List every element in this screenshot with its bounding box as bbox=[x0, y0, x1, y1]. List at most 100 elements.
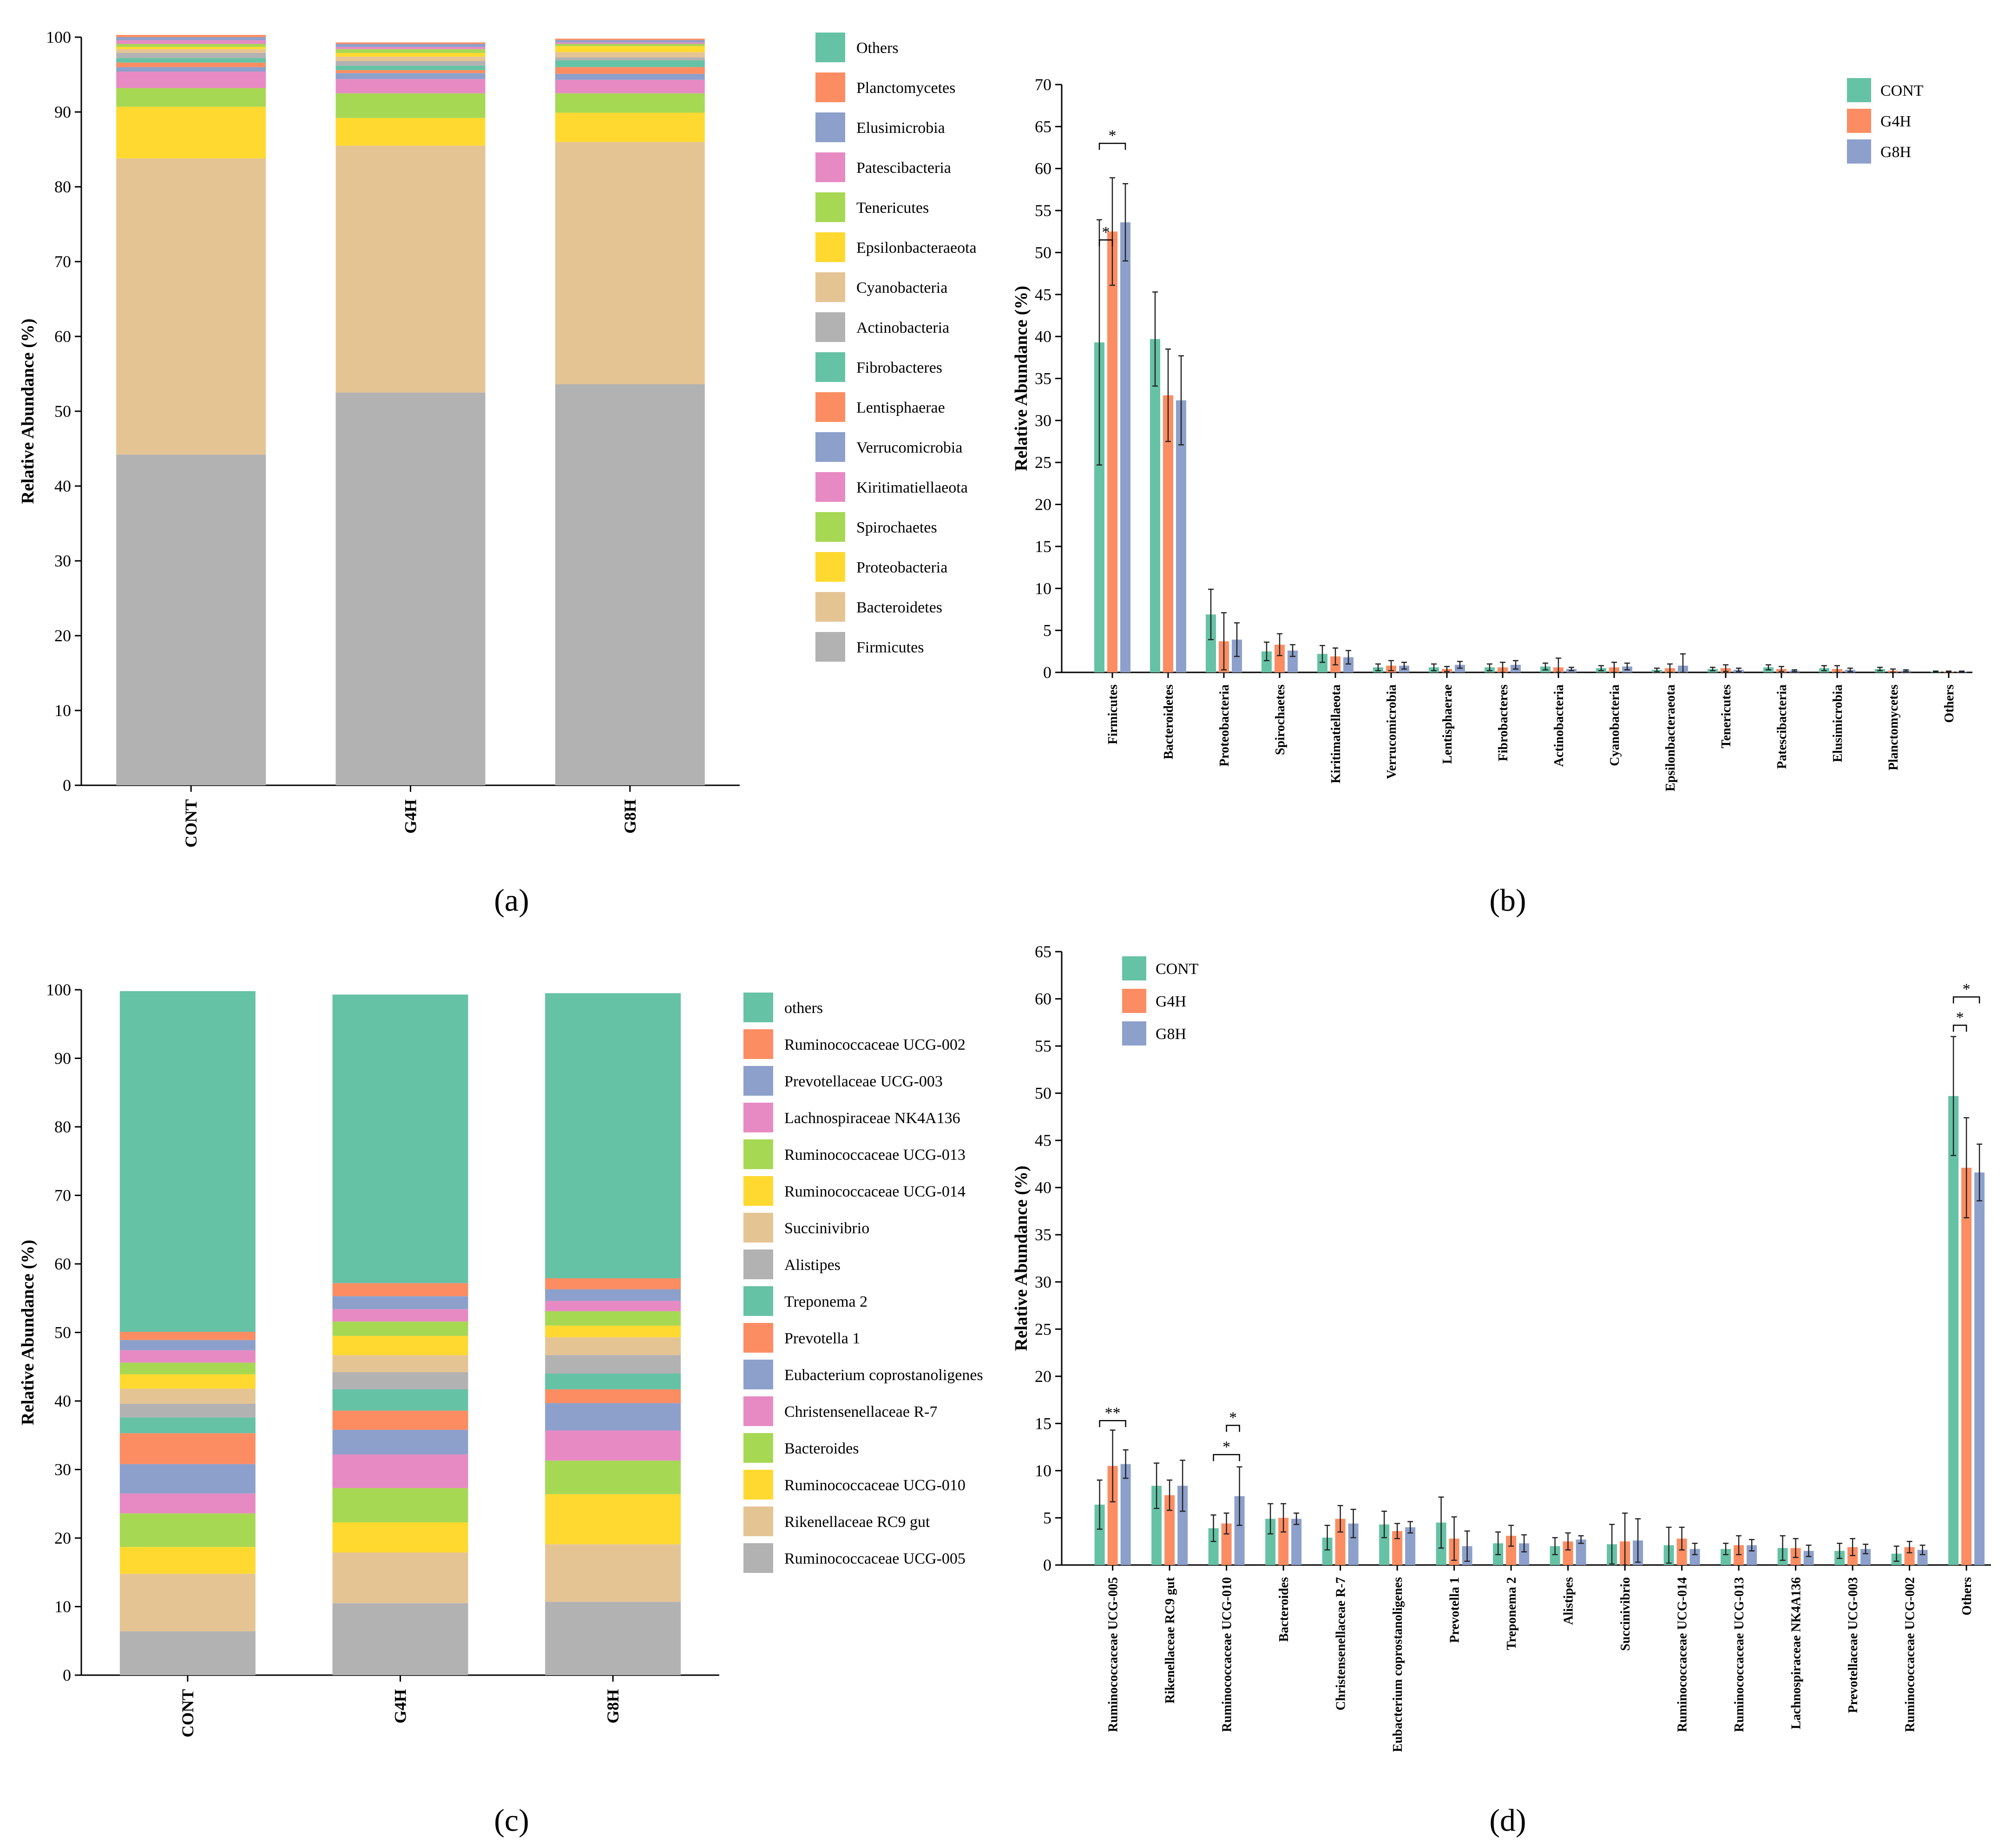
significance-bracket bbox=[1952, 996, 1980, 1004]
bar-segment-bacteroidetes-g8h bbox=[555, 142, 705, 385]
bar-segment-others-g8h bbox=[545, 993, 681, 1278]
legend-swatch-ruminococcaceae-ucg-002 bbox=[743, 1029, 773, 1059]
bar-segment-elusimicrobia-cont bbox=[116, 37, 266, 40]
y-tick-label: 70 bbox=[1035, 75, 1051, 94]
x-tick-label: CONT bbox=[182, 799, 200, 848]
y-tick-label: 90 bbox=[54, 103, 71, 121]
bar-segment-lentisphaerae-g8h bbox=[555, 67, 705, 74]
bar-segment-ruminococcaceae-ucg-005-g4h bbox=[332, 1603, 468, 1675]
bar-segment-epsilonbacteraeota-g4h bbox=[335, 53, 486, 57]
significance-bracket bbox=[1098, 143, 1126, 150]
legend-label-rikenellaceae-rc9-gut: Rikenellaceae RC9 gut bbox=[784, 1513, 930, 1531]
bar-cont-ruminococcaceae-ucg-013 bbox=[1721, 1549, 1731, 1565]
significance-bracket bbox=[1099, 1420, 1126, 1427]
bar-g8h-others bbox=[1974, 1172, 1985, 1565]
bar-g8h-christensenellaceae-r-7 bbox=[1348, 1523, 1359, 1565]
legend-swatch-patescibacteria bbox=[815, 152, 845, 182]
x-tick-label: Lentisphaerae bbox=[1440, 684, 1455, 764]
y-tick-label: 30 bbox=[1035, 1273, 1051, 1291]
legend-label-cyanobacteria: Cyanobacteria bbox=[856, 279, 947, 296]
significance-marker: * bbox=[1963, 980, 1971, 998]
legend-swatch-others bbox=[743, 993, 773, 1022]
bar-g8h-bacteroides bbox=[1291, 1519, 1302, 1565]
bar-g8h-firmicutes bbox=[1120, 222, 1130, 672]
legend-label-proteobacteria: Proteobacteria bbox=[856, 559, 947, 576]
y-tick-label: 40 bbox=[1035, 1178, 1051, 1197]
legend-swatch-tenericutes bbox=[815, 192, 845, 222]
bar-segment-ruminococcaceae-ucg-014-cont bbox=[119, 1374, 256, 1389]
significance-marker: * bbox=[1229, 1409, 1237, 1426]
bar-g4h-ruminococcaceae-ucg-005 bbox=[1107, 1466, 1118, 1565]
bar-segment-ruminococcaceae-ucg-010-g8h bbox=[545, 1494, 681, 1545]
legend-swatch-g4h bbox=[1122, 989, 1146, 1013]
legend-swatch-planctomycetes bbox=[815, 72, 845, 102]
bar-segment-planctomycetes-g4h bbox=[335, 42, 486, 44]
bar-segment-patescibacteria-cont bbox=[116, 40, 266, 44]
legend-label-actinobacteria: Actinobacteria bbox=[856, 319, 949, 336]
legend-swatch-ruminococcaceae-ucg-005 bbox=[743, 1543, 773, 1573]
y-tick-label: 15 bbox=[1035, 1414, 1051, 1433]
bar-segment-actinobacteria-g8h bbox=[555, 57, 705, 60]
bar-cont-others bbox=[1948, 1096, 1959, 1565]
y-tick-label: 25 bbox=[1035, 453, 1051, 472]
bar-segment-spirochaetes-g4h bbox=[335, 93, 486, 118]
y-tick-label: 65 bbox=[1035, 942, 1051, 961]
bar-cont-proteobacteria bbox=[1206, 614, 1216, 672]
legend-swatch-lentisphaerae bbox=[815, 392, 845, 422]
bar-g8h-kiritimatiellaeota bbox=[1343, 657, 1354, 672]
bar-segment-fibrobacteres-g4h bbox=[335, 66, 486, 70]
x-tick-label: CONT bbox=[178, 1689, 197, 1737]
bar-segment-ruminococcaceae-ucg-002-g8h bbox=[545, 1278, 681, 1289]
bar-g4h-ruminococcaceae-ucg-014 bbox=[1676, 1539, 1687, 1565]
y-tick-label: 90 bbox=[54, 1049, 71, 1068]
legend-label-alistipes: Alistipes bbox=[784, 1256, 841, 1274]
bar-segment-firmicutes-g8h bbox=[555, 384, 705, 785]
legend-swatch-fibrobacteres bbox=[815, 352, 845, 382]
bar-segment-christensenellaceae-r-7-g4h bbox=[332, 1454, 468, 1488]
bar-cont-ruminococcaceae-ucg-010 bbox=[1208, 1528, 1219, 1565]
legend-label-tenericutes: Tenericutes bbox=[856, 199, 929, 217]
bar-cont-spirochaetes bbox=[1262, 651, 1272, 672]
legend-swatch-eubacterium-coprostanoligenes bbox=[743, 1360, 773, 1389]
bar-g8h-ruminococcaceae-ucg-005 bbox=[1120, 1464, 1131, 1565]
legend-label-treponema-2: Treponema 2 bbox=[784, 1293, 867, 1310]
legend-label-ruminococcaceae-ucg-010: Ruminococcaceae UCG-010 bbox=[784, 1477, 966, 1494]
legend-swatch-ruminococcaceae-ucg-010 bbox=[743, 1470, 773, 1499]
y-tick-label: 30 bbox=[54, 552, 71, 570]
x-tick-label: Kiritimatiellaeota bbox=[1329, 684, 1343, 783]
bar-segment-succinivibrio-g8h bbox=[545, 1337, 681, 1355]
bar-cont-rikenellaceae-rc9-gut bbox=[1151, 1486, 1162, 1565]
bar-segment-elusimicrobia-g8h bbox=[555, 40, 705, 43]
legend-label-bacteroidetes: Bacteroidetes bbox=[856, 599, 942, 616]
bar-segment-spirochaetes-g8h bbox=[555, 93, 705, 113]
y-tick-label: 50 bbox=[54, 1323, 71, 1342]
legend-label-kiritimatiellaeota: Kiritimatiellaeota bbox=[856, 479, 968, 496]
legend-label-g8h: G8H bbox=[1156, 1026, 1186, 1043]
bar-segment-prevotellaceae-ucg-003-g4h bbox=[332, 1296, 468, 1309]
legend-label-firmicutes: Firmicutes bbox=[856, 639, 924, 656]
bar-segment-christensenellaceae-r-7-cont bbox=[119, 1493, 256, 1513]
legend-label-epsilonbacteraeota: Epsilonbacteraeota bbox=[856, 239, 977, 256]
legend-label-fibrobacteres: Fibrobacteres bbox=[856, 359, 942, 376]
x-tick-label: Eubacterium coprostanoligenes bbox=[1391, 1577, 1405, 1752]
legend-swatch-elusimicrobia bbox=[815, 112, 845, 142]
y-tick-label: 10 bbox=[54, 701, 71, 720]
bar-segment-ruminococcaceae-ucg-013-g4h bbox=[332, 1321, 468, 1336]
significance-bracket bbox=[1952, 1025, 1967, 1032]
x-tick-label: Patescibacteria bbox=[1775, 684, 1789, 769]
legend-swatch-bacteroidetes bbox=[815, 592, 845, 622]
x-tick-label: Rikenellaceae RC9 gut bbox=[1163, 1577, 1177, 1703]
bar-segment-ruminococcaceae-ucg-013-cont bbox=[119, 1362, 256, 1374]
bar-cont-christensenellaceae-r-7 bbox=[1322, 1538, 1333, 1565]
bar-cont-bacteroidetes bbox=[1150, 339, 1160, 672]
legend-swatch-kiritimatiellaeota bbox=[815, 472, 845, 502]
legend-swatch-christensenellaceae-r-7 bbox=[743, 1396, 773, 1426]
panel-d-grouped-chart: 0 5 10 15 20 25 30 35 40 45 50 55 60 65 Relative Abund… bbox=[1012, 942, 1991, 1838]
x-tick-label: Cyanobacteria bbox=[1608, 684, 1622, 766]
y-axis-title: Relative Abundance (%) bbox=[1012, 286, 1031, 471]
bar-segment-patescibacteria-g8h bbox=[555, 42, 705, 44]
y-axis-title: Relative Abundance (%) bbox=[1012, 1166, 1031, 1351]
bar-segment-bacteroides-cont bbox=[119, 1513, 256, 1547]
x-tick-label: Ruminococcaceae UCG-013 bbox=[1732, 1577, 1747, 1732]
bar-segment-patescibacteria-g4h bbox=[335, 46, 486, 49]
